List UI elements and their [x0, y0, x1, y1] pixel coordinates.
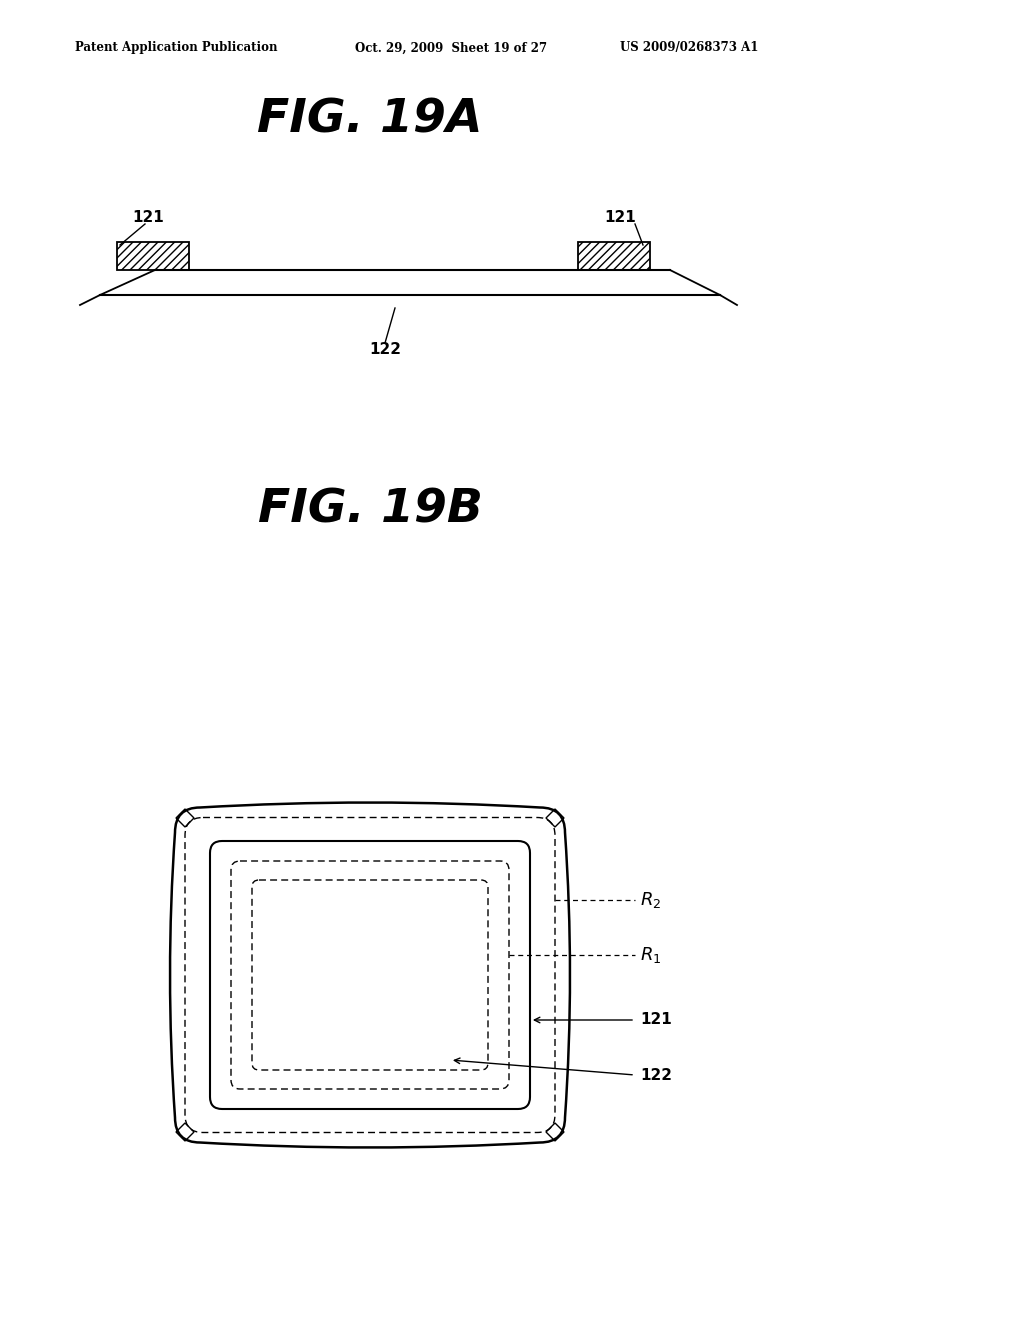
Text: 121: 121	[640, 1012, 672, 1027]
Text: $R_1$: $R_1$	[640, 945, 662, 965]
Text: Patent Application Publication: Patent Application Publication	[75, 41, 278, 54]
Bar	[578, 242, 650, 271]
Bar	[117, 242, 189, 271]
Text: 121: 121	[604, 210, 636, 226]
Text: $R_2$: $R_2$	[640, 890, 662, 909]
Text: Oct. 29, 2009  Sheet 19 of 27: Oct. 29, 2009 Sheet 19 of 27	[355, 41, 547, 54]
Text: 121: 121	[132, 210, 164, 226]
Text: 122: 122	[640, 1068, 672, 1082]
Text: US 2009/0268373 A1: US 2009/0268373 A1	[620, 41, 759, 54]
Text: FIG. 19B: FIG. 19B	[258, 487, 482, 532]
Text: FIG. 19A: FIG. 19A	[257, 98, 482, 143]
Text: 122: 122	[369, 342, 401, 358]
